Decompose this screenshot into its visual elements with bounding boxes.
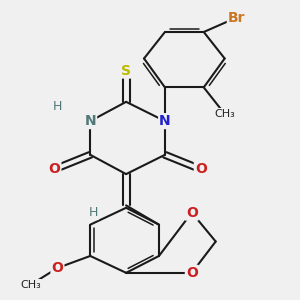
Text: O: O bbox=[195, 162, 207, 176]
Text: O: O bbox=[52, 261, 63, 275]
Text: H: H bbox=[53, 100, 62, 113]
Text: N: N bbox=[159, 114, 171, 128]
Text: S: S bbox=[121, 64, 131, 77]
Text: Br: Br bbox=[228, 11, 245, 25]
Text: CH₃: CH₃ bbox=[214, 109, 235, 119]
Text: O: O bbox=[186, 206, 198, 220]
Text: O: O bbox=[186, 266, 198, 280]
Text: O: O bbox=[49, 162, 60, 176]
Text: CH₃: CH₃ bbox=[20, 280, 41, 290]
Text: N: N bbox=[85, 114, 96, 128]
Text: H: H bbox=[88, 206, 98, 219]
